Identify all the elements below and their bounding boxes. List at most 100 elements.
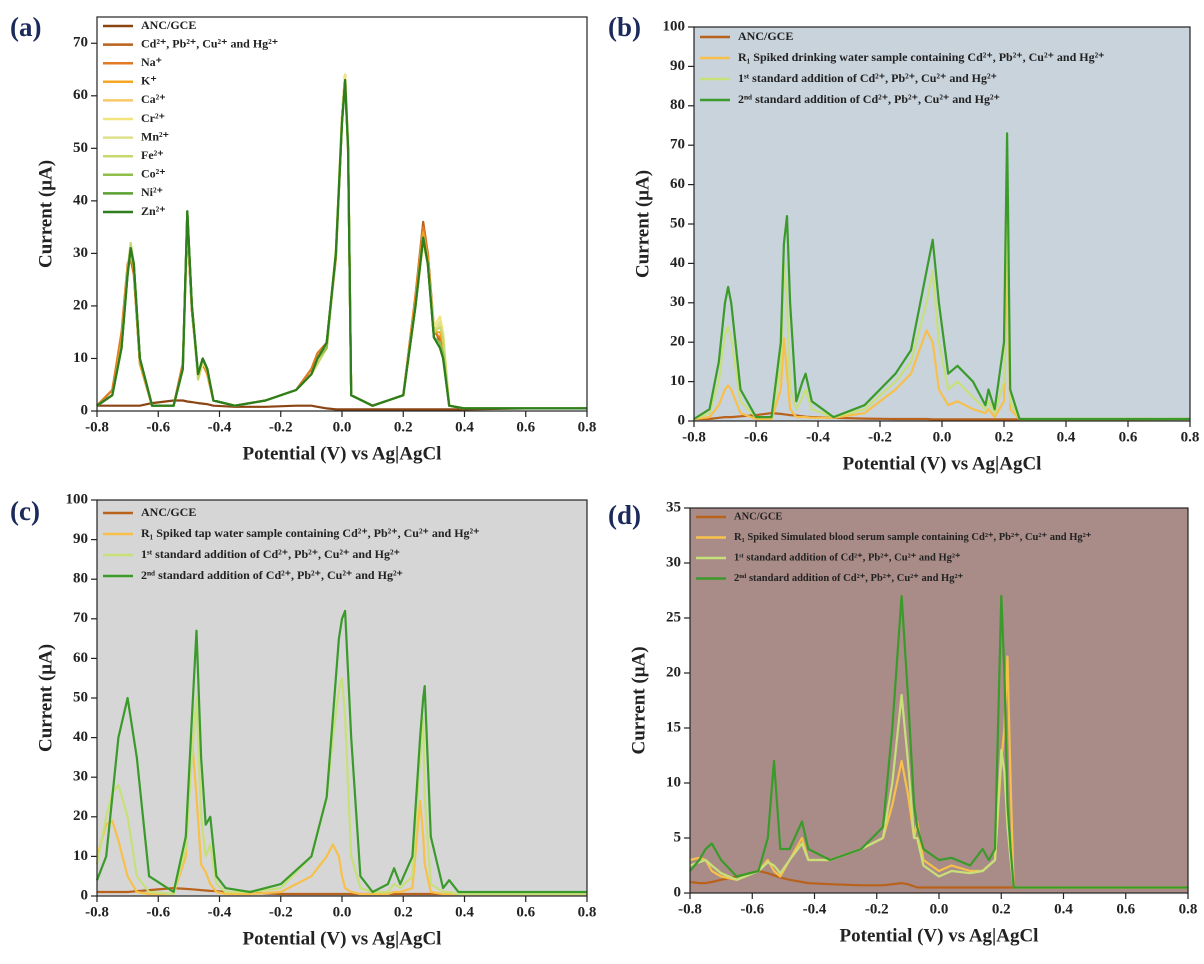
y-tick-label: 70 [73,35,88,51]
legend-label: Cd²⁺, Pb²⁺, Cu²⁺ and Hg²⁺ [141,36,278,50]
x-tick-label: -0.8 [678,901,702,917]
x-axis-title: Potential (V) vs Ag|AgCl [243,928,442,949]
y-tick-label: 80 [73,571,88,587]
x-axis-title: Potential (V) vs Ag|AgCl [840,925,1039,946]
x-tick-label: 0.6 [1116,901,1135,917]
plot-frame [96,499,588,897]
legend-label: ANC/GCE [141,505,196,519]
plot-background [97,500,587,896]
x-tick-label: 0.8 [1179,901,1198,917]
x-tick-label: 0.6 [1119,429,1138,445]
plot-frame [693,26,1191,422]
x-tick-label: -0.6 [744,429,768,445]
y-tick-label: 10 [73,350,88,366]
y-tick-label: 40 [73,192,88,208]
legend-label: 2ⁿᵈ standard addition of Cd²⁺, Pb²⁺, Cu²… [734,573,964,584]
x-tick-label: -0.4 [208,904,232,920]
x-tick-label: -0.8 [85,904,109,920]
x-tick-label: -0.2 [865,901,889,917]
x-tick-label: 0.4 [455,419,474,435]
x-axis-title: Potential (V) vs Ag|AgCl [243,443,442,464]
y-tick-label: 90 [670,58,685,74]
y-tick-label: 30 [666,554,681,570]
y-tick-label: 90 [73,531,88,547]
data-line [693,242,1190,421]
legend-label: Ca²⁺ [141,92,166,106]
y-tick-label: 60 [73,87,88,103]
y-axis-title: Current (μA) [628,646,649,754]
x-tick-label: 0.2 [992,901,1011,917]
data-line [689,594,1188,889]
plot-background [690,508,1188,893]
x-axis-title: Potential (V) vs Ag|AgCl [843,453,1042,474]
data-line [693,183,1190,421]
y-tick-label: 50 [73,689,88,705]
y-axis-title: Current (μA) [632,170,653,278]
y-tick-label: 0 [81,402,89,418]
panel-label: (a) [10,12,41,42]
legend-label: Fe²⁺ [141,148,164,162]
y-tick-label: 15 [666,719,681,735]
legend-label: 2ⁿᵈ standard addition of Cd²⁺, Pb²⁺, Cu²… [738,92,1000,106]
legend-label: Co²⁺ [141,167,166,181]
legend-label: R₁ Spiked drinking water sample containi… [738,50,1105,64]
x-tick-label: 0.4 [1054,901,1073,917]
y-tick-label: 10 [73,848,88,864]
x-tick-label: 0.6 [516,419,535,435]
x-tick-label: 0.4 [455,904,474,920]
legend-label: ANC/GCE [141,18,196,32]
y-tick-label: 35 [666,499,681,515]
x-tick-label: -0.2 [269,419,293,435]
panel-label: (c) [10,496,40,526]
x-tick-label: -0.6 [146,904,170,920]
x-tick-label: 0.8 [578,904,597,920]
y-tick-label: 0 [678,412,686,428]
y-tick-label: 100 [663,18,686,34]
legend-label: ANC/GCE [738,29,793,43]
x-tick-label: 0.0 [933,429,952,445]
x-tick-label: -0.6 [146,419,170,435]
legend-label: 1ˢᵗ standard addition of Cd²⁺, Pb²⁺, Cu²… [738,71,997,85]
x-tick-label: -0.4 [208,419,232,435]
y-tick-label: 50 [670,215,685,231]
legend-label: ANC/GCE [734,511,782,522]
y-tick-label: 30 [73,769,88,785]
y-tick-label: 70 [670,137,685,153]
y-tick-label: 20 [73,297,88,313]
y-tick-label: 10 [670,373,685,389]
y-tick-label: 20 [73,808,88,824]
x-tick-label: 0.8 [1181,429,1200,445]
y-tick-label: 80 [670,97,685,113]
data-line [97,887,587,896]
y-tick-label: 5 [674,829,682,845]
y-tick-label: 10 [666,774,681,790]
x-tick-label: -0.2 [868,429,892,445]
x-tick-label: 0.0 [333,904,352,920]
x-tick-label: 0.4 [1057,429,1076,445]
y-tick-label: 20 [666,664,681,680]
legend-label: Mn²⁺ [141,129,169,143]
x-tick-label: 0.2 [394,904,413,920]
x-tick-label: -0.4 [806,429,830,445]
x-tick-label: 0.2 [995,429,1014,445]
plot-frame [689,507,1189,894]
plot-frame [96,16,588,412]
x-tick-label: 0.6 [516,904,535,920]
data-line [95,609,587,894]
x-tick-label: 0.2 [394,419,413,435]
x-tick-label: 0.0 [333,419,352,435]
legend-label: Zn²⁺ [141,204,166,218]
legend-label: Na⁺ [141,55,162,69]
x-tick-label: -0.8 [682,429,706,445]
panel-label: (d) [608,500,641,530]
x-tick-label: 0.0 [930,901,949,917]
panel-label: (b) [608,12,641,42]
legend-label: Ni²⁺ [141,185,163,199]
y-tick-label: 0 [81,887,89,903]
y-tick-label: 30 [73,245,88,261]
x-tick-label: -0.8 [85,419,109,435]
y-tick-label: 50 [73,140,88,156]
legend-label: Cr²⁺ [141,111,165,125]
y-tick-label: 0 [674,884,682,900]
